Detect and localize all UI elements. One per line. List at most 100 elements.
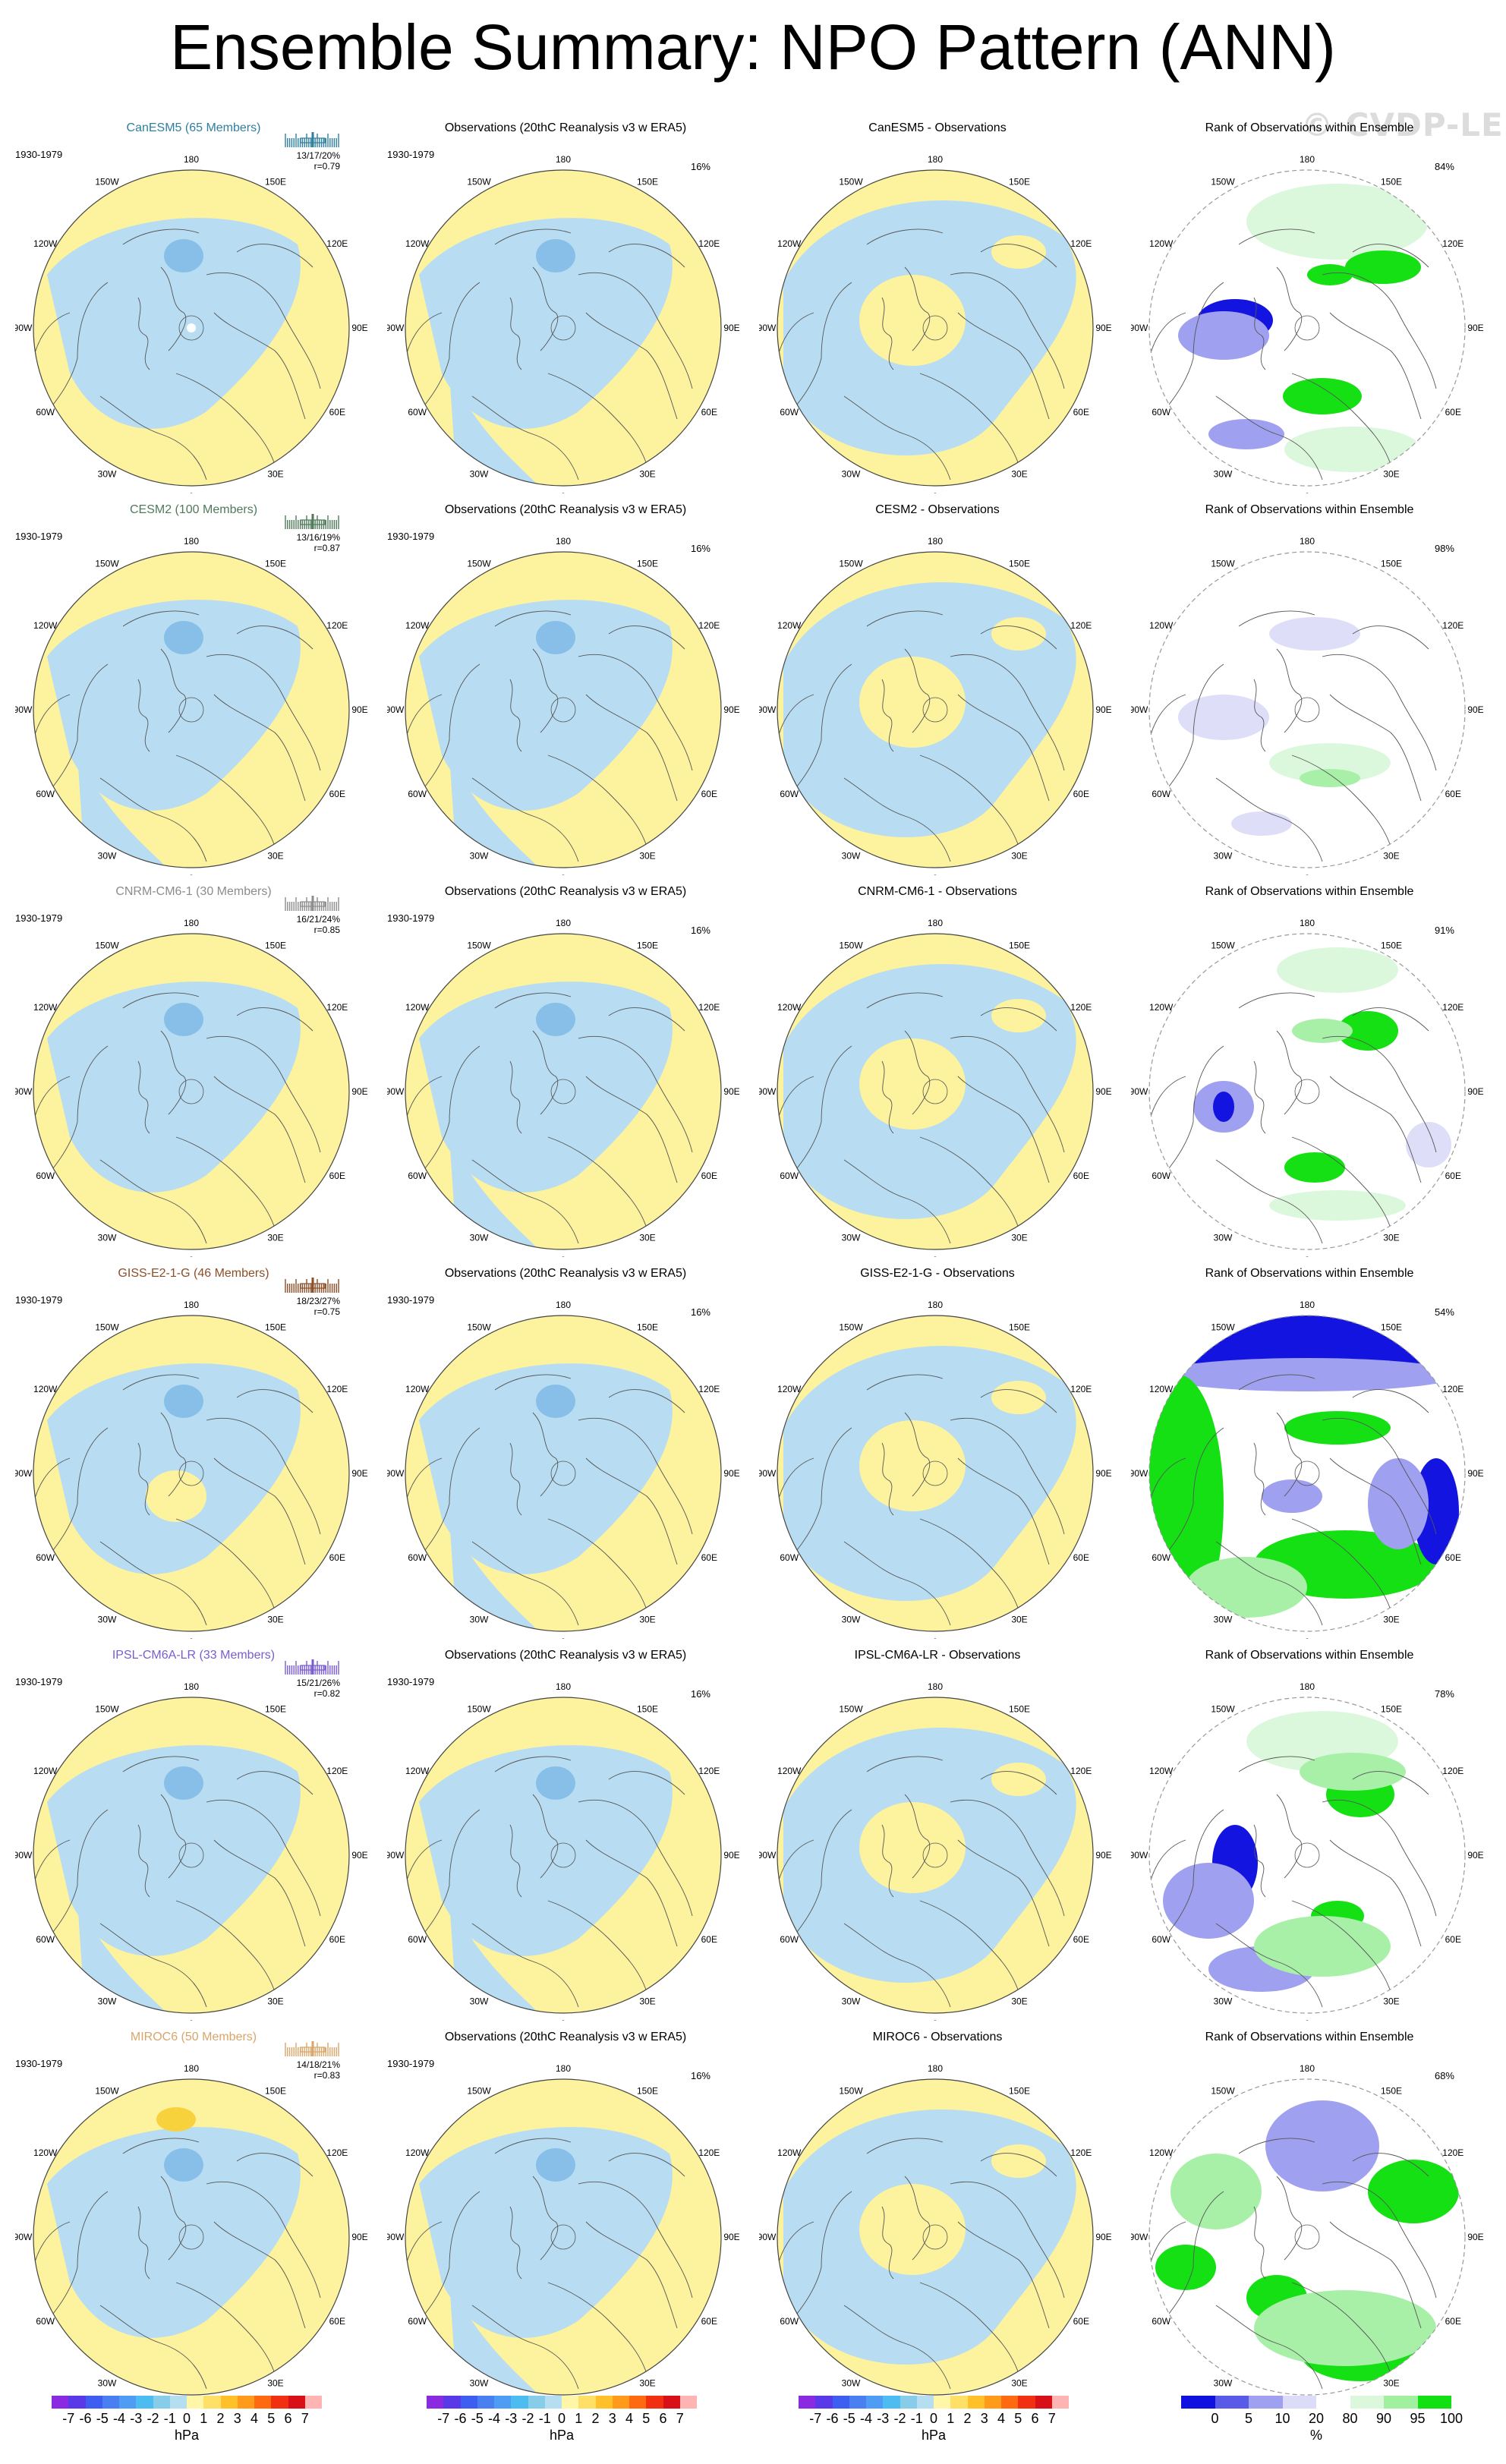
coastline	[160, 2176, 187, 2261]
lon-label: 30W	[470, 2377, 489, 2388]
lon-label: 120W	[33, 620, 58, 631]
lon-label: 120W	[1149, 1766, 1174, 1776]
lon-label: 30E	[1011, 1614, 1027, 1624]
coastline	[957, 1076, 1050, 1183]
coastline	[950, 2182, 1065, 2299]
lon-label: 120E	[1070, 2147, 1092, 2158]
lon-label: 60W	[780, 407, 799, 417]
lon-label: 150W	[95, 1322, 119, 1333]
lon-label: 60W	[36, 2316, 55, 2327]
coastline	[206, 2182, 321, 2299]
panel-title: CESM2 (100 Members)	[129, 503, 258, 516]
colorbar-tick: 0	[1211, 2411, 1219, 2426]
ensemble-rug-icon	[285, 2041, 339, 2056]
colorbar-cell	[528, 2396, 545, 2409]
colorbar-cell	[494, 2396, 512, 2409]
lon-label: 150E	[1381, 1704, 1402, 1715]
lon-label: 60W	[780, 789, 799, 799]
coastline	[206, 1800, 321, 1917]
colorbar-cell	[271, 2396, 288, 2409]
lon-label: 120E	[698, 1766, 720, 1776]
colorbar-tick: 2	[963, 2411, 972, 2426]
coastline	[980, 625, 1057, 650]
colorbar-cell	[832, 2396, 849, 2409]
map-border	[33, 551, 350, 868]
colorbar-tick: 0	[929, 2411, 938, 2426]
lon-label: 60E	[1073, 407, 1089, 417]
lon-label: 0	[189, 873, 194, 875]
coastline	[1291, 1518, 1391, 1611]
lon-label: 30W	[842, 1996, 861, 2006]
panel-rank: 180 150E 120E 90E 60E 30E 0 30W 60W 90W 120W 150W Ra…	[1131, 121, 1488, 493]
colorbar-cell	[1282, 2396, 1316, 2409]
polar-map: 180 150E 120E 90E 60E 30E 0 30W 60W 90W 120W 150W	[387, 918, 740, 1257]
lon-label: 150W	[839, 941, 863, 951]
ensemble-rug-icon	[285, 132, 339, 147]
coastline	[122, 228, 200, 245]
colorbar-tick: -1	[910, 2411, 923, 2426]
colorbar-cells	[52, 2396, 322, 2409]
colorbar-tick: 2	[216, 2411, 225, 2426]
lon-label: 60W	[36, 407, 55, 417]
coastline	[866, 2138, 944, 2154]
coastline	[509, 679, 522, 752]
lon-label: 60W	[780, 2316, 799, 2327]
map-border	[777, 2078, 1094, 2396]
lon-label: 90E	[723, 1850, 739, 1861]
lon-label: 180	[928, 918, 943, 928]
lon-label: 30E	[267, 850, 283, 861]
lon-label: 30W	[1214, 1996, 1233, 2006]
colorbar-tick: -7	[62, 2411, 75, 2426]
rank-map: 180 150E 120E 90E 60E 30E 0 30W 60W 90W 120W 150W	[1131, 154, 1484, 493]
coastline	[471, 1541, 579, 1626]
lon-label: 120W	[405, 620, 430, 631]
coastline	[919, 373, 1019, 465]
coastline	[33, 1076, 71, 1130]
colorbar-tick: 4	[625, 2411, 634, 2426]
map-border	[777, 169, 1094, 487]
map-border	[1148, 1315, 1466, 1632]
lon-label: 30E	[1383, 1996, 1399, 2006]
lon-label: 120E	[326, 620, 348, 631]
lon-label: 30E	[639, 2377, 655, 2388]
coastline	[405, 2221, 443, 2276]
lon-label: 90E	[351, 2232, 367, 2242]
coastline	[1322, 1800, 1437, 1917]
coastline	[608, 625, 685, 650]
polar-map: 180 150E 120E 90E 60E 30E 0 30W 60W 90W 120W 150W	[15, 1681, 368, 2021]
lon-label: 60W	[408, 1171, 427, 1181]
map-border	[33, 169, 350, 487]
coastline	[213, 312, 306, 420]
colorbar-cell	[460, 2396, 477, 2409]
lon-label: 120E	[1070, 238, 1092, 249]
lon-label: 180	[928, 154, 943, 165]
period-label: 1930-1979	[387, 531, 435, 542]
lon-label: 150E	[637, 1322, 658, 1333]
colorbar-cell	[916, 2396, 934, 2409]
lon-label: 60W	[1152, 2316, 1170, 2327]
colorbar-cell	[1417, 2396, 1451, 2409]
lon-label: 150W	[467, 1704, 491, 1715]
lon-label: 90E	[1095, 1850, 1111, 1861]
colorbar-cell	[612, 2396, 629, 2409]
colorbar-model: -7 -6 -5 -4 -3 -2 -1 0 1 2 3 4 5 6 7 hPa	[52, 2396, 322, 2456]
polar-map: 180 150E 120E 90E 60E 30E 0 30W 60W 90W 120W 150W	[15, 1300, 368, 1639]
lon-label: 90W	[15, 1850, 33, 1861]
colorbar-tick: -3	[505, 2411, 518, 2426]
coastline	[122, 2138, 200, 2154]
colorbar-tick: 1	[200, 2411, 208, 2426]
colorbar-cell	[663, 2396, 680, 2409]
lon-label: 120E	[1070, 620, 1092, 631]
ensemble-stats: 14/18/21% r=0.83	[258, 2034, 349, 2084]
lon-label: 60W	[1152, 1552, 1170, 1563]
coastline	[532, 1794, 559, 1879]
panel-model: 180 150E 120E 90E 60E 30E 0 30W 60W 90W 120W 150W GI…	[15, 1267, 372, 1639]
colorbar-unit: hPa	[549, 2428, 575, 2443]
coastline	[608, 2153, 685, 2177]
variance-pct: 16%	[690, 925, 710, 936]
coastline	[1291, 755, 1391, 847]
coastline	[1238, 228, 1315, 245]
lon-label: 30W	[470, 1614, 489, 1624]
colorbar-cell	[595, 2396, 613, 2409]
lon-label: 90W	[387, 704, 405, 715]
